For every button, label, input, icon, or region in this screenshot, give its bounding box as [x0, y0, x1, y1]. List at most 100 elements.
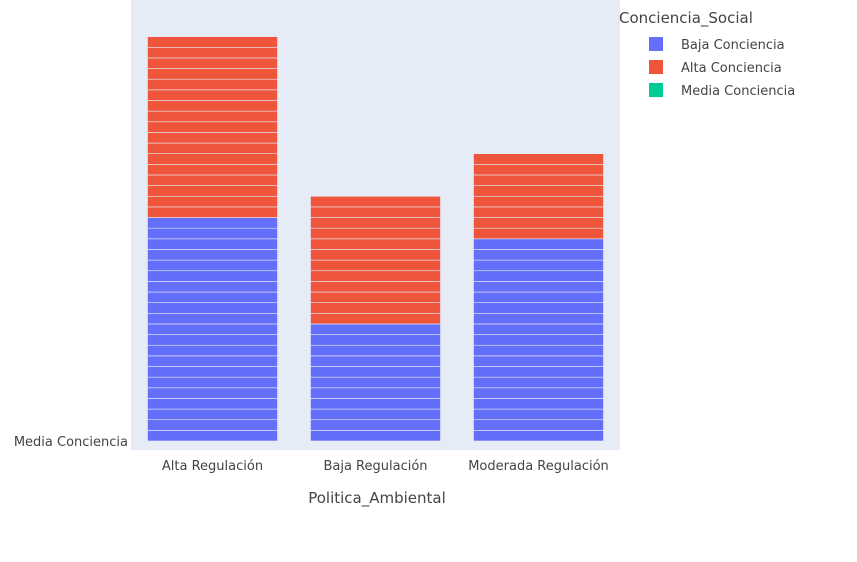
bar-segment[interactable]	[473, 249, 604, 261]
bar-segment[interactable]	[473, 334, 604, 346]
bar-segment[interactable]	[310, 217, 441, 229]
x-tick-label: Alta Regulación	[162, 459, 263, 474]
bar-segment[interactable]	[147, 153, 278, 165]
bar-segment[interactable]	[147, 387, 278, 399]
bar-segment[interactable]	[147, 195, 278, 208]
bar-segment[interactable]	[473, 153, 604, 165]
bar-segment[interactable]	[473, 185, 604, 197]
legend-swatch	[649, 60, 663, 74]
bar-segment[interactable]	[147, 78, 278, 91]
bar-segment[interactable]	[310, 408, 441, 421]
bar-segment[interactable]	[147, 206, 278, 218]
bar-segment[interactable]	[147, 376, 278, 389]
bar-segment[interactable]	[473, 387, 604, 399]
bar-segment[interactable]	[473, 355, 604, 367]
bar-segment[interactable]	[147, 227, 278, 240]
bar-segment[interactable]	[310, 366, 441, 378]
bar-segment[interactable]	[473, 323, 604, 335]
bar-segment[interactable]	[147, 132, 278, 144]
bar-segment[interactable]	[473, 291, 604, 303]
legend-swatch	[649, 37, 663, 51]
bar-segment[interactable]	[310, 313, 441, 325]
bar-segment[interactable]	[147, 249, 278, 261]
bar-segment[interactable]	[147, 355, 278, 367]
bar-segment[interactable]	[310, 291, 441, 303]
x-axis-ticks: Alta Regulación Baja Regulación Moderada R…	[162, 459, 609, 474]
bar-segment[interactable]	[147, 259, 278, 272]
bar-segment[interactable]	[310, 227, 441, 240]
bar-segment[interactable]	[310, 334, 441, 346]
bar-segment[interactable]	[310, 387, 441, 399]
bar-segment[interactable]	[310, 323, 441, 335]
bar-segment[interactable]	[310, 344, 441, 357]
bar-segment[interactable]	[473, 259, 604, 272]
bar-segment[interactable]	[310, 195, 441, 208]
bar-segment[interactable]	[147, 398, 278, 410]
bar-segment[interactable]	[147, 185, 278, 197]
bar-segment[interactable]	[147, 142, 278, 154]
bar-segment[interactable]	[147, 323, 278, 335]
bar-segment[interactable]	[147, 217, 278, 229]
bar-segment[interactable]	[147, 164, 278, 176]
bar-segment[interactable]	[310, 206, 441, 218]
bar-segment[interactable]	[147, 110, 278, 123]
bar-segment[interactable]	[147, 291, 278, 303]
bar-segment[interactable]	[147, 281, 278, 293]
bar-segment[interactable]	[147, 334, 278, 346]
bar-segment[interactable]	[473, 174, 604, 186]
bar-segment[interactable]	[310, 430, 441, 442]
bar-segment[interactable]	[310, 259, 441, 272]
bar-segment[interactable]	[473, 227, 604, 240]
bar-segment[interactable]	[473, 164, 604, 176]
bar-segment[interactable]	[147, 89, 278, 101]
bar-segment[interactable]	[473, 398, 604, 410]
bar-segment[interactable]	[147, 302, 278, 314]
bar-segment[interactable]	[473, 238, 604, 250]
legend[interactable]: Conciencia_Social Baja Conciencia Alta Co…	[619, 9, 795, 99]
bar-segment[interactable]	[473, 302, 604, 314]
legend-item[interactable]: Alta Conciencia	[649, 60, 782, 76]
bar-segment[interactable]	[310, 376, 441, 389]
bar-segment[interactable]	[473, 270, 604, 282]
bar-segment[interactable]	[310, 302, 441, 314]
bar-segment[interactable]	[473, 344, 604, 357]
bar-segment[interactable]	[310, 249, 441, 261]
bar-segment[interactable]	[473, 281, 604, 293]
bar-segment[interactable]	[147, 121, 278, 133]
bar-segment[interactable]	[310, 238, 441, 250]
bar-segment[interactable]	[147, 100, 278, 112]
legend-label: Alta Conciencia	[681, 61, 782, 76]
bar-segment[interactable]	[310, 419, 441, 431]
bar-segment[interactable]	[147, 430, 278, 442]
bar-segment[interactable]	[473, 313, 604, 325]
bar-segment[interactable]	[147, 46, 278, 59]
bar-segment[interactable]	[310, 398, 441, 410]
bar-segment[interactable]	[147, 408, 278, 421]
bar-segment[interactable]	[473, 366, 604, 378]
bar-segment[interactable]	[473, 206, 604, 218]
bar-segment[interactable]	[147, 419, 278, 431]
bar-segment[interactable]	[473, 408, 604, 421]
bar-segment[interactable]	[473, 430, 604, 442]
bar-segment[interactable]	[473, 217, 604, 229]
bar-segment[interactable]	[147, 313, 278, 325]
legend-item[interactable]: Baja Conciencia	[649, 37, 785, 53]
bar-segment[interactable]	[147, 36, 278, 48]
bar-segment[interactable]	[473, 376, 604, 389]
bar-segment[interactable]	[147, 344, 278, 357]
bar-segment[interactable]	[310, 281, 441, 293]
bar-segment[interactable]	[147, 57, 278, 69]
bar-segment[interactable]	[147, 270, 278, 282]
legend-item[interactable]: Media Conciencia	[649, 83, 795, 99]
bar-segment[interactable]	[147, 366, 278, 378]
bar-segment[interactable]	[147, 238, 278, 250]
x-tick-label: Baja Regulación	[323, 459, 427, 474]
bar-segment[interactable]	[310, 355, 441, 367]
bar-segment[interactable]	[310, 270, 441, 282]
bar-segment[interactable]	[147, 174, 278, 186]
bar-segment[interactable]	[147, 68, 278, 80]
legend-label: Baja Conciencia	[681, 38, 785, 53]
bar-segment[interactable]	[473, 195, 604, 208]
bar-segment[interactable]	[473, 419, 604, 431]
